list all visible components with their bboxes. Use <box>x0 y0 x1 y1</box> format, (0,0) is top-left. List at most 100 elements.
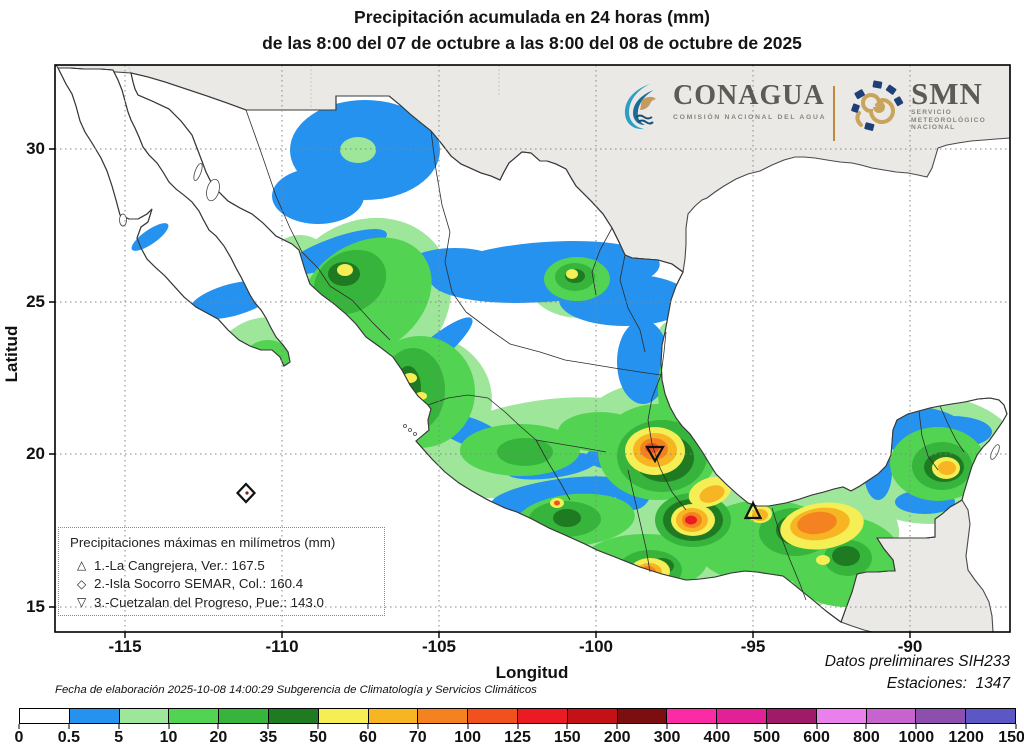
colorbar-tick <box>417 724 419 729</box>
x-tick-label: -100 <box>578 637 614 656</box>
colorbar-tick <box>915 724 917 729</box>
colorbar-tick-label: 10 <box>159 729 178 745</box>
colorbar-tick-label: 100 <box>454 729 481 745</box>
colorbar-tick <box>965 724 967 729</box>
colorbar-segment-0-0.5 <box>20 709 70 723</box>
colorbar-tick <box>816 724 818 729</box>
map-frame <box>54 64 1011 633</box>
colorbar-tick-label: 400 <box>703 729 731 745</box>
colorbar-segment-5-10 <box>119 709 170 723</box>
station-symbol-icon: △ <box>77 558 87 573</box>
colorbar-tick <box>118 724 120 729</box>
colorbar-tick-label: 70 <box>408 729 427 745</box>
conagua-subtitle: COMISIÓN NACIONAL DEL AGUA <box>673 114 827 121</box>
smn-subtitle-line3: NACIONAL <box>911 124 956 131</box>
colorbar-tick <box>267 724 269 729</box>
legend-item-text: 2.-Isla Socorro SEMAR, Col.: 160.4 <box>94 576 304 592</box>
precipitation-colorbar: 0 0.5 5 10 20 35 50 60 70 100 125 150 200 300 400 500 60… <box>0 706 1024 745</box>
x-tick-label: -115 <box>108 637 142 656</box>
colorbar-tick <box>1015 724 1017 729</box>
colorbar-tick <box>467 724 469 729</box>
islands <box>119 163 1000 460</box>
legend-item-text: 3.-Cuetzalan del Progreso, Pue.: 143.0 <box>94 594 324 610</box>
colorbar-segment-100-125 <box>468 709 518 723</box>
colorbar-tick <box>865 724 867 729</box>
station-symbol-icon: ▽ <box>77 595 87 610</box>
colorbar-tick-label: 1000 <box>898 729 935 745</box>
y-axis-label: Latitud <box>2 325 21 383</box>
page-title: Precipitación acumulada en 24 horas (mm) <box>354 7 710 27</box>
legend-item-text: 1.-La Cangrejera, Ver.: 167.5 <box>94 557 265 573</box>
colorbar-tick <box>716 724 718 729</box>
smn-subtitle-line1: SERVICIO <box>911 109 952 116</box>
conagua-wordmark: CONAGUA <box>673 80 825 111</box>
colorbar-segments <box>19 708 1016 724</box>
colorbar-segment-200-300 <box>617 709 668 723</box>
title-block: Precipitación acumulada en 24 horas (mm)… <box>0 4 1024 56</box>
colorbar-tick-label: 150 <box>553 729 581 745</box>
us-state-borders <box>127 64 500 108</box>
x-axis-label: Longitud <box>495 663 569 682</box>
conagua-logo: CONAGUA COMISIÓN NACIONAL DEL AGUA <box>620 82 826 137</box>
station-marker-1-triangle-up <box>743 500 763 520</box>
colorbar-tick-label: 300 <box>653 729 681 745</box>
colorbar-tick <box>566 724 568 729</box>
x-tick-label: -110 <box>265 637 299 656</box>
colorbar-tick-label: 50 <box>309 729 327 745</box>
colorbar-segment-150-200 <box>567 709 618 723</box>
colorbar-segment-600-800 <box>816 709 867 723</box>
colorbar-segment-125-150 <box>517 709 568 723</box>
legend-title: Precipitaciones máximas en milímetros (m… <box>70 535 336 550</box>
colorbar-tick-label: 35 <box>259 729 278 745</box>
x-tick-label: -95 <box>740 637 766 656</box>
colorbar-tick <box>766 724 768 729</box>
colorbar-tick-label: 20 <box>209 729 228 745</box>
elaboration-date-text: Fecha de elaboración 2025-10-08 14:00:29… <box>55 684 537 696</box>
colorbar-tick-label: 0.5 <box>57 729 80 745</box>
smn-logo: SMN SERVICIO METEOROLÓGICO NACIONAL <box>849 76 986 140</box>
page-subtitle: de las 8:00 del 07 de octubre a las 8:00… <box>262 33 802 53</box>
colorbar-tick-label: 200 <box>603 729 631 745</box>
colorbar-tick-label: 800 <box>853 729 880 745</box>
colorbar-tick <box>616 724 618 729</box>
colorbar-segment-1200-1500 <box>966 709 1015 723</box>
colorbar-tick-label: 60 <box>359 729 377 745</box>
smn-icon <box>849 79 905 140</box>
conagua-icon <box>620 82 667 137</box>
colorbar-segment-1000-1200 <box>916 709 967 723</box>
smn-wordmark: SMN <box>911 76 983 111</box>
colorbar-segment-0.5-5 <box>69 709 120 723</box>
colorbar-tick-label: 5 <box>114 729 124 745</box>
colorbar-tick <box>217 724 219 729</box>
precipitation-contours <box>189 100 1007 622</box>
preliminary-data-text: Datos preliminares SIH233 <box>824 653 1010 670</box>
colorbar-segment-50-60 <box>318 709 369 723</box>
colorbar-segment-70-100 <box>418 709 469 723</box>
colorbar-tick-label: 600 <box>803 729 830 745</box>
stations-count-text: Estaciones: 1347 <box>886 675 1010 692</box>
station-marker-3-triangle-down <box>645 445 665 464</box>
y-tick-label: 25 <box>26 292 45 311</box>
x-tick-label: -105 <box>421 637 457 656</box>
axis-tick-marks <box>49 148 911 638</box>
colorbar-tick-label: 1200 <box>948 729 984 745</box>
legend-item-1: △ 1.-La Cangrejera, Ver.: 167.5 <box>77 556 324 575</box>
legend-item-2: ◇ 2.-Isla Socorro SEMAR, Col.: 160.4 <box>77 575 324 594</box>
colorbar-segment-800-1000 <box>866 709 917 723</box>
station-marker-2-dot <box>245 491 249 495</box>
colorbar-tick <box>367 724 369 729</box>
x-tick-label: -90 <box>897 637 923 656</box>
y-tick-label: 30 <box>26 139 45 158</box>
colorbar-tick <box>68 724 70 729</box>
legend-items: △ 1.-La Cangrejera, Ver.: 167.5 ◇ 2.-Isla S… <box>77 556 324 612</box>
colorbar-tick <box>317 724 319 729</box>
colorbar-tick <box>168 724 170 729</box>
smn-subtitle-line2: METEOROLÓGICO <box>911 116 986 124</box>
y-tick-label: 20 <box>26 444 45 463</box>
max-precipitation-legend: Precipitaciones máximas en milímetros (m… <box>58 527 385 616</box>
colorbar-tick-label: 125 <box>504 729 531 745</box>
colorbar-segment-60-70 <box>368 709 419 723</box>
colorbar-tick <box>517 724 518 729</box>
